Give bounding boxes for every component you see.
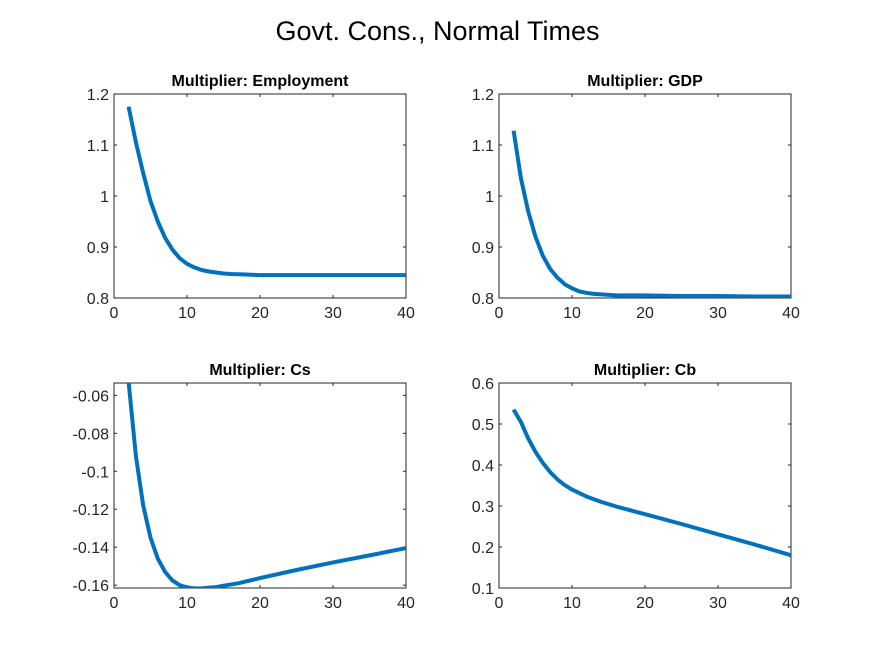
y-tick-label: 0.4 [472, 458, 494, 475]
series-line [511, 130, 791, 298]
x-tick-label: 30 [324, 595, 342, 612]
y-tick-label: 1.1 [472, 138, 494, 155]
series-line [126, 383, 406, 588]
y-tick-label: 1.2 [87, 87, 109, 104]
y-tick-label: 0.3 [472, 499, 494, 516]
y-tick-label: -0.14 [73, 540, 110, 557]
y-tick-label: -0.08 [73, 426, 110, 443]
x-tick-label: 30 [709, 595, 727, 612]
x-tick-label: 20 [636, 595, 654, 612]
series-line [126, 106, 406, 278]
y-tick-label: -0.12 [73, 502, 110, 519]
axes-box [113, 382, 407, 589]
y-tick-label: -0.1 [81, 464, 109, 481]
x-tick-label: 10 [178, 595, 196, 612]
series-line [511, 408, 791, 558]
figure-title: Govt. Cons., Normal Times [275, 16, 600, 46]
axes-title: Multiplier: Employment [172, 73, 350, 90]
x-tick-label: 40 [397, 595, 415, 612]
y-tick-label: 1.2 [472, 87, 494, 104]
y-tick-label: 0.9 [87, 240, 109, 257]
axes-box [498, 382, 792, 589]
x-tick-label: 20 [251, 595, 269, 612]
y-tick-label: 1 [485, 189, 494, 206]
axes-title: Multiplier: Cs [209, 362, 310, 379]
axes-box [113, 93, 407, 299]
x-tick-label: 0 [110, 305, 119, 322]
x-tick-label: 10 [563, 595, 581, 612]
x-tick-label: 30 [709, 305, 727, 322]
x-tick-label: 20 [251, 305, 269, 322]
y-tick-label: 0.5 [472, 417, 494, 434]
x-tick-label: 10 [563, 305, 581, 322]
y-tick-label: -0.06 [73, 388, 110, 405]
y-tick-label: -0.16 [73, 578, 110, 595]
axes-title: Multiplier: GDP [587, 73, 703, 90]
x-tick-label: 40 [782, 595, 800, 612]
axes-box [498, 93, 792, 299]
x-tick-label: 10 [178, 305, 196, 322]
x-tick-label: 20 [636, 305, 654, 322]
axes-title: Multiplier: Cb [594, 362, 696, 379]
x-tick-label: 40 [397, 305, 415, 322]
x-tick-label: 30 [324, 305, 342, 322]
y-tick-label: 0.6 [472, 376, 494, 393]
x-tick-label: 0 [110, 595, 119, 612]
x-tick-label: 40 [782, 305, 800, 322]
y-tick-label: 0.2 [472, 540, 494, 557]
y-tick-label: 0.9 [472, 240, 494, 257]
x-tick-label: 0 [495, 595, 504, 612]
y-tick-label: 0.8 [87, 291, 109, 308]
y-tick-label: 0.1 [472, 581, 494, 598]
y-tick-label: 1.1 [87, 138, 109, 155]
y-tick-label: 0.8 [472, 291, 494, 308]
x-tick-label: 0 [495, 305, 504, 322]
y-tick-label: 1 [100, 189, 109, 206]
